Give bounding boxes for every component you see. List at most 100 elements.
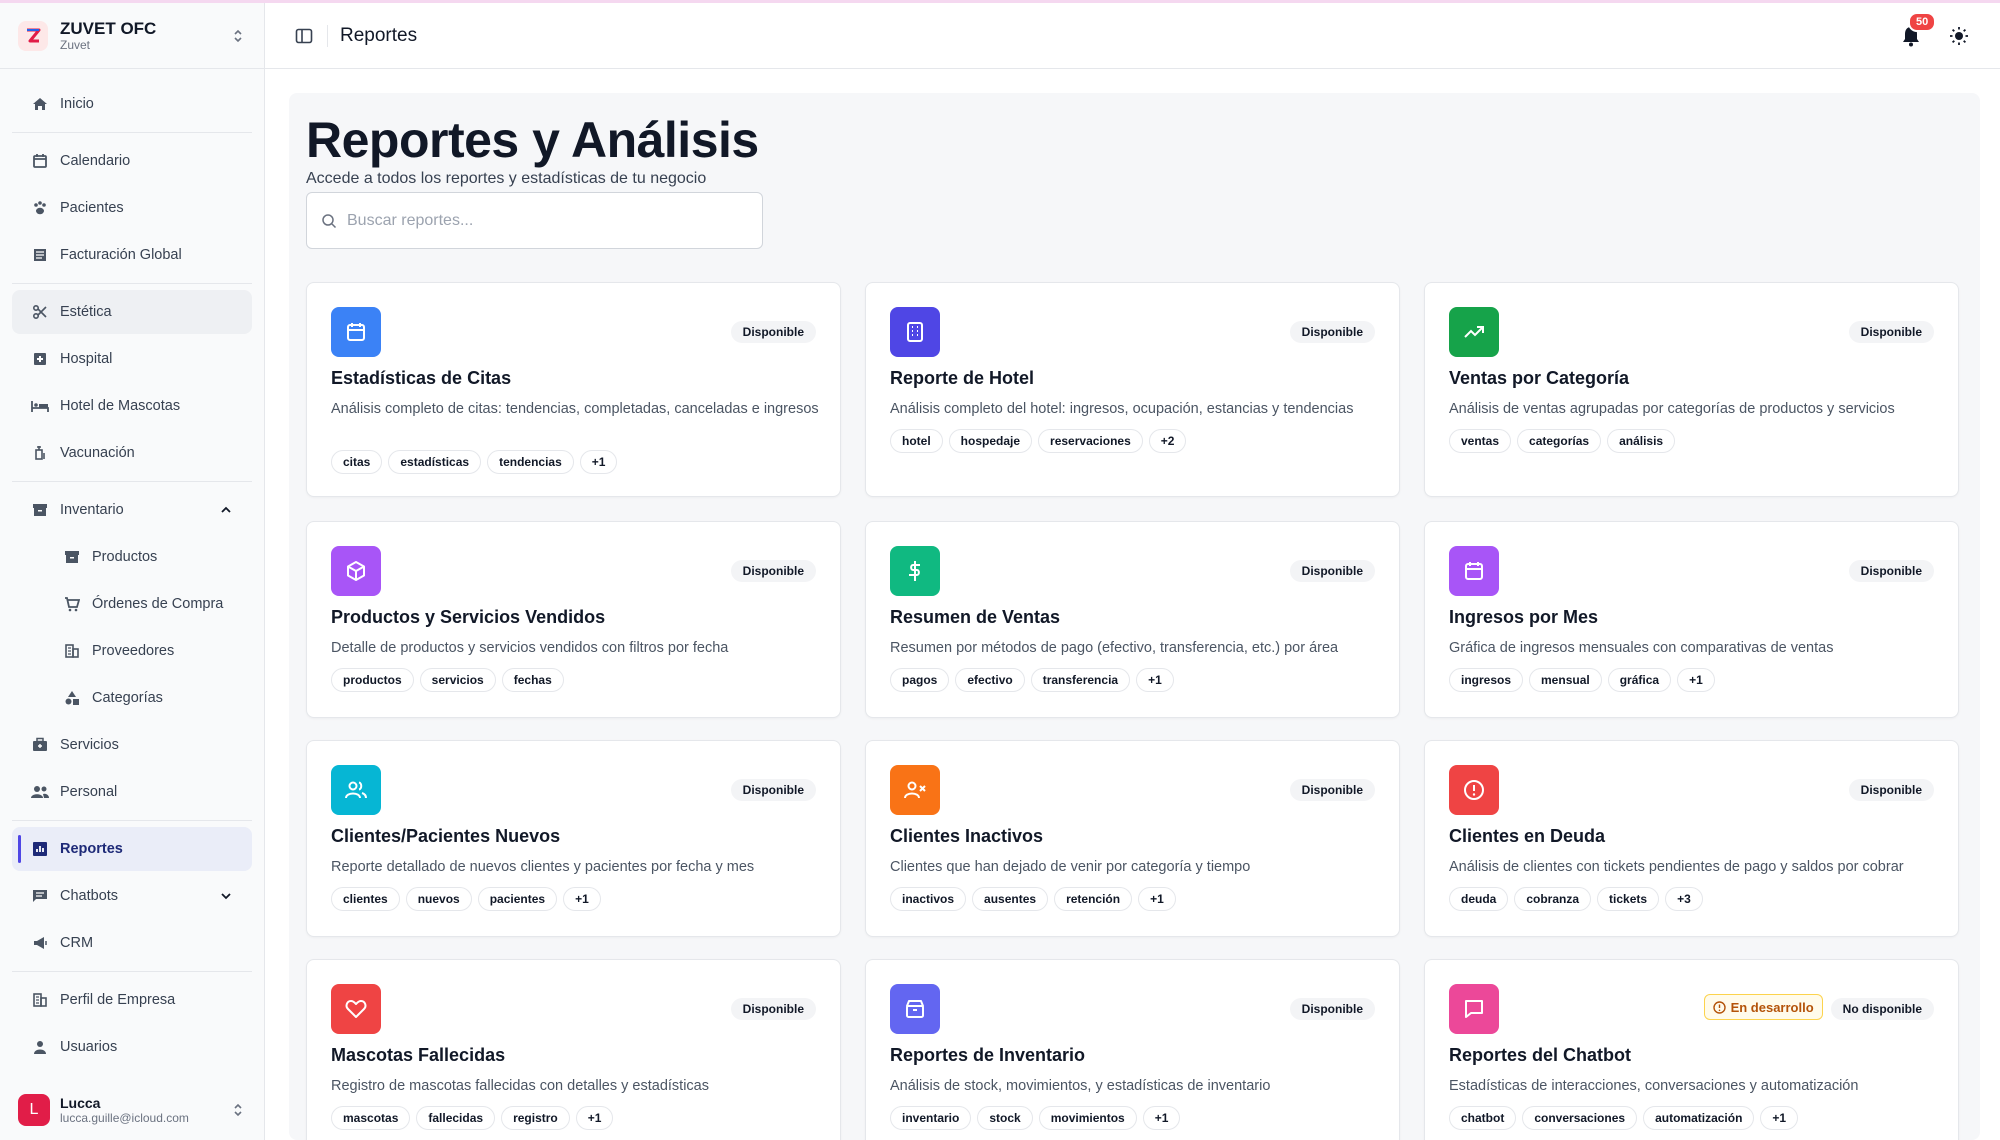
notifications-button[interactable]: 50 xyxy=(1898,11,1937,49)
theme-toggle-button[interactable] xyxy=(1946,23,1972,49)
card-title: Clientes Inactivos xyxy=(890,826,1044,846)
report-card-ingresos-mes[interactable]: Disponible Ingresos por Mes Gráfica de i… xyxy=(1424,521,1959,718)
breadcrumb: Reportes xyxy=(340,24,418,46)
card-description: Análisis de stock, movimientos, y estadí… xyxy=(890,1078,1271,1094)
report-card-ventas-categoria[interactable]: Disponible Ventas por Categoría Análisis… xyxy=(1424,282,1959,497)
tag-list: citas estadísticas tendencias +1 xyxy=(331,450,618,474)
tag-more: +1 xyxy=(579,450,618,474)
sidebar-item-estetica[interactable]: Estética xyxy=(12,290,252,334)
report-card-chatbot[interactable]: En desarrollo No disponible Reportes del… xyxy=(1424,959,1959,1140)
tag: chatbot xyxy=(1449,1106,1517,1130)
paw-icon xyxy=(30,198,50,218)
divider xyxy=(12,820,252,821)
tag-more: +1 xyxy=(1760,1106,1799,1130)
card-title: Reporte de Hotel xyxy=(890,368,1035,388)
tag: pagos xyxy=(890,668,950,692)
calendar-icon xyxy=(1449,546,1499,596)
user-name: Lucca xyxy=(60,1095,101,1111)
tag: transferencia xyxy=(1030,668,1131,692)
archive-icon xyxy=(30,500,50,520)
tag-more: +1 xyxy=(1136,668,1174,692)
tag: nuevos xyxy=(405,887,472,911)
tag-list: inactivos ausentes retención +1 xyxy=(890,887,1176,911)
sidebar-item-personal[interactable]: Personal xyxy=(12,770,252,814)
sidebar-item-hospital[interactable]: Hospital xyxy=(12,337,252,381)
briefcase-icon xyxy=(30,735,50,755)
syringe-icon xyxy=(30,443,50,463)
tag-more: +1 xyxy=(563,887,601,911)
report-card-citas[interactable]: Disponible Estadísticas de Citas Análisi… xyxy=(306,282,841,497)
search-input[interactable] xyxy=(347,211,748,230)
message-icon xyxy=(30,886,50,906)
card-title: Productos y Servicios Vendidos xyxy=(331,607,606,627)
status-badge: Disponible xyxy=(730,998,816,1020)
org-switcher[interactable]: ZUVET OFC Zuvet xyxy=(0,3,264,69)
receipt-icon xyxy=(30,245,50,265)
sidebar-item-hotel[interactable]: Hotel de Mascotas xyxy=(12,384,252,428)
bed-icon xyxy=(30,396,50,416)
sidebar-item-inventario[interactable]: Inventario xyxy=(12,488,252,532)
tag-list: hotel hospedaje reservaciones +2 xyxy=(890,429,1187,453)
card-description: Estadísticas de interacciones, conversac… xyxy=(1449,1078,1859,1094)
chevron-up-icon[interactable] xyxy=(218,502,234,518)
report-card-inventario[interactable]: Disponible Reportes de Inventario Anális… xyxy=(865,959,1400,1140)
archive-icon xyxy=(62,547,82,567)
tag: inventario xyxy=(890,1106,972,1130)
tag: registro xyxy=(501,1106,570,1130)
sidebar-item-label: Chatbots xyxy=(60,888,119,904)
package-icon xyxy=(331,546,381,596)
report-card-hotel[interactable]: Disponible Reporte de Hotel Análisis com… xyxy=(865,282,1400,497)
sidebar-item-pacientes[interactable]: Pacientes xyxy=(12,186,252,230)
sidebar-item-vacunacion[interactable]: Vacunación xyxy=(12,431,252,475)
tag: ausentes xyxy=(972,887,1049,911)
scissors-icon xyxy=(30,302,50,322)
sidebar-item-chatbots[interactable]: Chatbots xyxy=(12,874,252,918)
divider xyxy=(12,971,252,972)
tag-list: productos servicios fechas xyxy=(331,668,564,692)
alert-circle-icon xyxy=(1449,765,1499,815)
sidebar-item-label: CRM xyxy=(60,935,94,951)
search-box[interactable] xyxy=(306,192,763,249)
sidebar-item-label: Usuarios xyxy=(60,1039,118,1055)
tag-list: ventas categorías análisis xyxy=(1449,429,1676,453)
status-badge: Disponible xyxy=(1289,779,1375,801)
sidebar-item-servicios[interactable]: Servicios xyxy=(12,723,252,767)
sidebar-item-facturacion[interactable]: Facturación Global xyxy=(12,233,252,277)
sidebar-item-inicio[interactable]: Inicio xyxy=(12,82,252,126)
sidebar-item-categorias[interactable]: Categorías xyxy=(12,676,252,720)
report-card-mascotas-fallecidas[interactable]: Disponible Mascotas Fallecidas Registro … xyxy=(306,959,841,1140)
tag: estadísticas xyxy=(388,450,482,474)
sidebar-item-ordenes[interactable]: Órdenes de Compra xyxy=(12,582,252,626)
sidebar-item-reportes[interactable]: Reportes xyxy=(12,827,252,871)
card-description: Clientes que han dejado de venir por cat… xyxy=(890,859,1251,875)
tag: fechas xyxy=(501,668,564,692)
sidebar-item-perfil-empresa[interactable]: Perfil de Empresa xyxy=(12,978,252,1022)
tag: hotel xyxy=(890,429,943,453)
sidebar-item-productos[interactable]: Productos xyxy=(12,535,252,579)
main-content: Reportes y Análisis Accede a todos los r… xyxy=(289,93,1980,1140)
sidebar-item-calendario[interactable]: Calendario xyxy=(12,139,252,183)
report-card-clientes-inactivos[interactable]: Disponible Clientes Inactivos Clientes q… xyxy=(865,740,1400,937)
report-card-clientes-nuevos[interactable]: Disponible Clientes/Pacientes Nuevos Rep… xyxy=(306,740,841,937)
card-title: Ingresos por Mes xyxy=(1449,607,1599,627)
report-card-resumen-ventas[interactable]: Disponible Resumen de Ventas Resumen por… xyxy=(865,521,1400,718)
tag: análisis xyxy=(1607,429,1676,453)
page-title: Reportes y Análisis xyxy=(306,112,759,168)
sidebar-item-crm[interactable]: CRM xyxy=(12,921,252,965)
user-menu[interactable]: L Lucca lucca.guille@icloud.com xyxy=(0,1080,264,1140)
building-icon xyxy=(62,641,82,661)
sidebar-item-label: Hospital xyxy=(60,351,113,367)
sidebar-item-proveedores[interactable]: Proveedores xyxy=(12,629,252,673)
heart-icon xyxy=(331,984,381,1034)
sidebar-toggle-icon[interactable] xyxy=(293,25,315,47)
tag-more: +3 xyxy=(1665,887,1703,911)
sidebar-item-label: Categorías xyxy=(92,690,163,706)
tag: tickets xyxy=(1597,887,1660,911)
sidebar-item-usuarios[interactable]: Usuarios xyxy=(12,1025,252,1069)
chevron-down-icon[interactable] xyxy=(218,888,234,904)
report-card-productos-vendidos[interactable]: Disponible Productos y Servicios Vendido… xyxy=(306,521,841,718)
tag-list: inventario stock movimientos +1 xyxy=(890,1106,1181,1130)
report-card-clientes-deuda[interactable]: Disponible Clientes en Deuda Análisis de… xyxy=(1424,740,1959,937)
tag: gráfica xyxy=(1607,668,1672,692)
chevrons-up-down-icon xyxy=(230,26,246,46)
